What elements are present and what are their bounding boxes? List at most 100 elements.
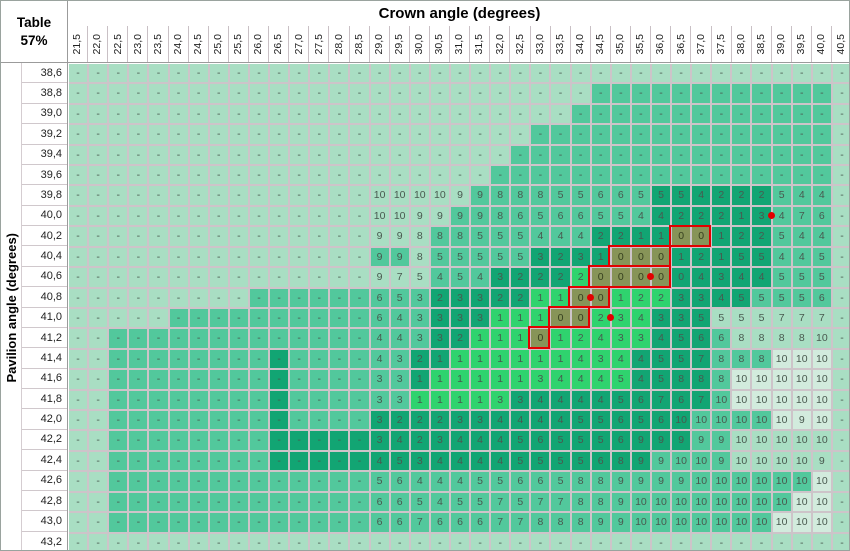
- column-header-label: 33,5: [551, 26, 571, 62]
- heatmap-cell: 10: [732, 513, 751, 532]
- heatmap-cell: -: [270, 247, 289, 267]
- heatmap-cell: -: [310, 451, 329, 471]
- heatmap-cell: -: [692, 166, 711, 185]
- heatmap-cell: 4: [450, 431, 470, 450]
- heatmap-cell: 5: [651, 370, 671, 389]
- heatmap-cell: 1: [551, 349, 570, 369]
- heatmap-cell: -: [531, 104, 550, 124]
- heatmap-cell: 5: [651, 349, 671, 369]
- heatmap-cell: -: [89, 125, 108, 144]
- heatmap-cell: -: [69, 84, 88, 103]
- heatmap-cell: -: [189, 329, 208, 348]
- heatmap-cell: -: [390, 64, 409, 83]
- heatmap-cell: 10: [812, 390, 831, 410]
- heatmap-cell: -: [89, 104, 108, 124]
- heatmap-cell: 8: [752, 349, 771, 369]
- heatmap-cell: -: [732, 145, 751, 165]
- heatmap-cell: 1: [712, 247, 731, 267]
- heatmap-cell: 4: [792, 186, 811, 205]
- heatmap-cell: 7: [390, 268, 409, 287]
- heatmap-cell: -: [149, 370, 168, 389]
- heatmap-cell: -: [249, 288, 269, 307]
- heatmap-cell: 3: [471, 308, 490, 328]
- heatmap-cell: -: [270, 104, 289, 124]
- heatmap-cell: -: [169, 411, 188, 430]
- heatmap-cell: -: [491, 125, 510, 144]
- heatmap-cell: 9: [471, 186, 490, 205]
- heatmap-cell: -: [129, 247, 148, 267]
- heatmap-cell: -: [310, 472, 329, 491]
- heatmap-cell: 4: [611, 349, 630, 369]
- heatmap-cell: -: [290, 370, 309, 389]
- heatmap-cell: 8: [531, 513, 550, 532]
- heatmap-cell: 10: [772, 349, 791, 369]
- heatmap-cell: -: [430, 166, 449, 185]
- heatmap-cell: 10: [712, 513, 731, 532]
- heatmap-cell: -: [129, 492, 148, 512]
- heatmap-cell: -: [129, 431, 148, 450]
- heatmap-cell: -: [129, 533, 148, 550]
- heatmap-cell: -: [270, 329, 289, 348]
- heatmap-cell: -: [330, 349, 349, 369]
- heatmap-cell: -: [149, 329, 168, 348]
- heatmap-cell: -: [249, 533, 269, 550]
- heatmap-cell: -: [611, 145, 630, 165]
- heatmap-cell: -: [410, 166, 429, 185]
- heatmap-cell: 4: [591, 329, 610, 348]
- heatmap-cell: -: [169, 268, 188, 287]
- heatmap-cell: 10: [752, 472, 771, 491]
- heatmap-cell: 5: [511, 431, 530, 450]
- heatmap-cell: -: [129, 411, 148, 430]
- heatmap-cell: -: [149, 227, 168, 246]
- heatmap-cell: -: [712, 166, 731, 185]
- heatmap-cell: -: [712, 125, 731, 144]
- heatmap-cell: -: [350, 186, 369, 205]
- heatmap-cell: -: [209, 472, 228, 491]
- column-header-label: 29,5: [390, 26, 410, 62]
- heatmap-cell: -: [169, 145, 188, 165]
- heatmap-cell: -: [832, 390, 849, 410]
- heatmap-cell: 3: [430, 308, 449, 328]
- heatmap-cell: -: [832, 104, 849, 124]
- heatmap-cell: 3: [672, 288, 691, 307]
- heatmap-cell: -: [752, 84, 771, 103]
- heatmap-cell: -: [832, 513, 849, 532]
- heatmap-cell: -: [89, 349, 108, 369]
- heatmap-cell: 2: [410, 349, 429, 369]
- heatmap-cell: -: [149, 206, 168, 226]
- heatmap-cell: -: [189, 247, 208, 267]
- heatmap-cell: 4: [591, 370, 610, 389]
- heatmap-cell: -: [109, 431, 128, 450]
- heatmap-cell: 10: [772, 431, 791, 450]
- heatmap-cell: -: [69, 370, 88, 389]
- row-header-label: 39,8: [22, 185, 67, 206]
- heatmap-cell: -: [390, 145, 409, 165]
- heatmap-cell: -: [209, 513, 228, 532]
- heatmap-cell: -: [792, 533, 811, 550]
- heatmap-cell: 9: [471, 206, 490, 226]
- heatmap-cell: -: [471, 166, 490, 185]
- table-size-box: Table 57%: [1, 1, 68, 63]
- heatmap-cell: -: [189, 308, 208, 328]
- heatmap-cell: -: [571, 166, 590, 185]
- heatmap-cell: 2: [611, 227, 630, 246]
- heatmap-cell: -: [270, 451, 289, 471]
- heatmap-cell: -: [69, 308, 88, 328]
- heatmap-cell: 6: [631, 390, 650, 410]
- heatmap-cell: -: [89, 288, 108, 307]
- heatmap-cell: -: [511, 84, 530, 103]
- heatmap-cell: 9: [370, 227, 389, 246]
- heatmap-cell: 5: [611, 390, 630, 410]
- heatmap-cell: 8: [511, 186, 530, 205]
- heatmap-cell: -: [69, 227, 88, 246]
- heatmap-cell: -: [390, 533, 409, 550]
- heatmap-cell: 2: [430, 288, 449, 307]
- pavilion-angle-title-strip: Pavilion angle (degrees): [1, 63, 22, 550]
- heatmap-cell: 1: [551, 329, 570, 348]
- row-header-label: 38,8: [22, 83, 67, 104]
- heatmap-cell: -: [290, 166, 309, 185]
- heatmap-cell: -: [189, 431, 208, 450]
- heatmap-cell: -: [571, 533, 590, 550]
- heatmap-cell: -: [310, 64, 329, 83]
- heatmap-cell: -: [430, 104, 449, 124]
